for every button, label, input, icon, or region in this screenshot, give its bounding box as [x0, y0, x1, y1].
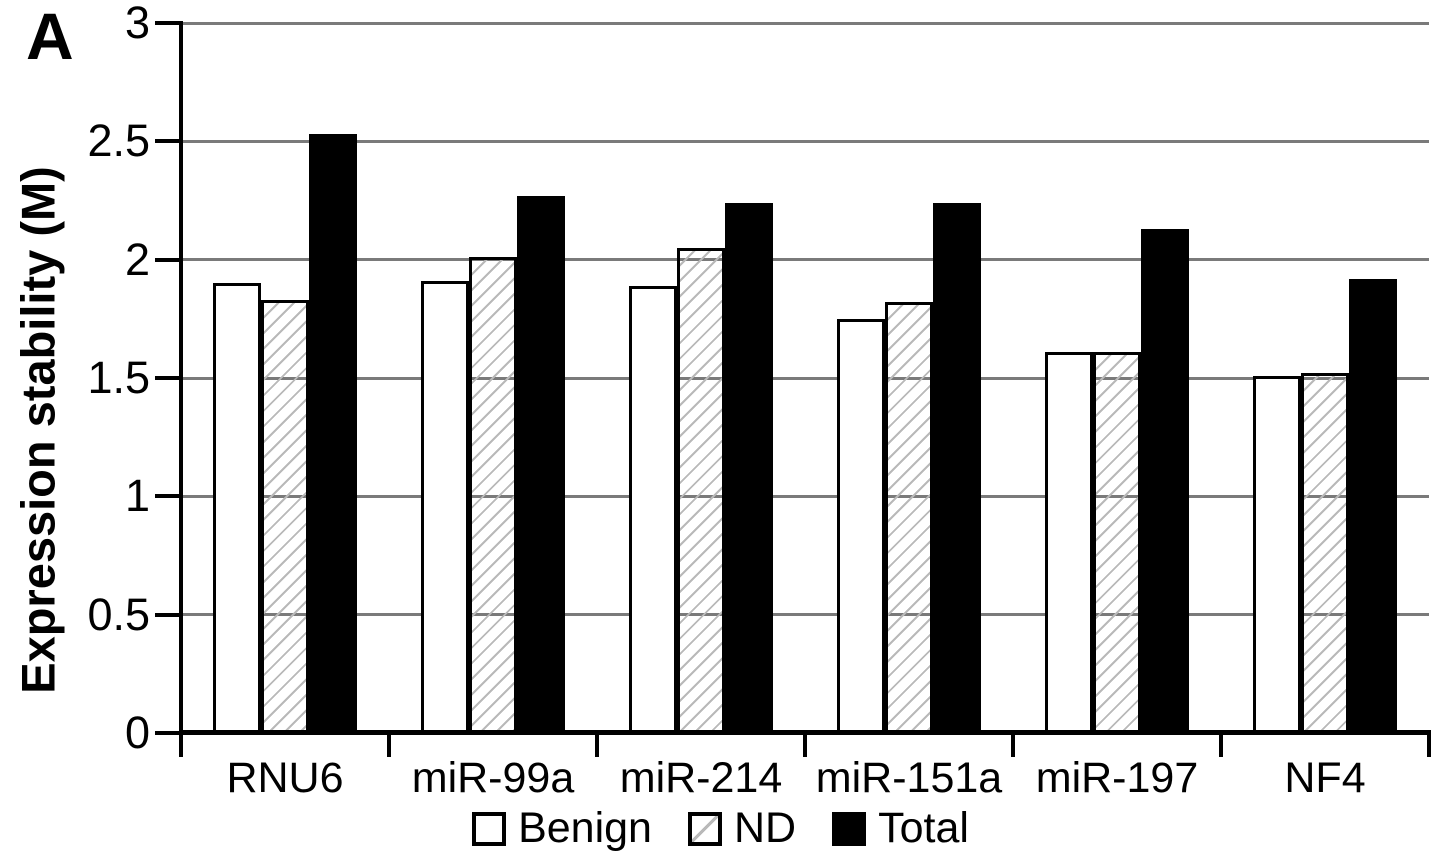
- bar-benign-mir-197: [1045, 352, 1093, 733]
- gridline-1.5: [181, 376, 1429, 380]
- bar-nd-mir-214: [677, 248, 725, 733]
- gridline-3: [181, 21, 1429, 25]
- y-tick-label-0: 0: [124, 707, 150, 758]
- y-tick-3: [155, 21, 181, 25]
- x-axis-label-mir-99a: miR-99a: [411, 754, 575, 802]
- y-tick-0: [155, 731, 181, 735]
- gridline-1: [181, 494, 1429, 498]
- bar-nd-mir-151a: [885, 302, 933, 733]
- legend-swatch-total-icon: [832, 811, 867, 846]
- x-tick-2: [595, 735, 599, 757]
- y-tick-label-2.5: 2.5: [87, 115, 150, 167]
- x-axis-label-rnu6: RNU6: [226, 754, 344, 802]
- gridline-2: [181, 258, 1429, 262]
- bar-total-nf4: [1349, 279, 1397, 733]
- bar-nd-rnu6: [261, 300, 309, 733]
- x-tick-1: [387, 735, 391, 757]
- panel-label: A: [26, 0, 74, 73]
- y-tick-0.5: [155, 612, 181, 617]
- legend-label-total: Total: [878, 804, 969, 852]
- y-axis-line: [179, 21, 183, 757]
- y-tick-label-3: 3: [124, 0, 150, 48]
- gridline-0.5: [181, 613, 1429, 617]
- legend: Benign ND Total: [0, 804, 1441, 853]
- bar-total-mir-214: [725, 203, 773, 733]
- y-tick-label-2: 2: [124, 233, 150, 285]
- y-tick-1: [155, 494, 181, 499]
- bar-total-mir-197: [1141, 229, 1189, 733]
- y-tick-label-1: 1: [124, 470, 150, 522]
- x-tick-6: [1427, 735, 1431, 757]
- x-axis-label-mir-214: miR-214: [619, 754, 783, 802]
- bar-benign-nf4: [1253, 376, 1301, 733]
- x-axis-line: [179, 730, 1431, 735]
- y-tick-label-0.5: 0.5: [87, 588, 150, 640]
- bar-nd-mir-197: [1093, 352, 1141, 733]
- x-tick-5: [1219, 735, 1223, 757]
- legend-label-benign: Benign: [518, 804, 652, 852]
- y-tick-2.5: [155, 139, 181, 144]
- legend-label-nd: ND: [733, 804, 797, 852]
- legend-item-nd: ND: [687, 804, 797, 853]
- x-tick-0: [179, 735, 183, 757]
- bar-total-rnu6: [309, 134, 357, 733]
- x-axis-label-nf4: NF4: [1284, 754, 1366, 802]
- legend-item-total: Total: [832, 804, 969, 853]
- legend-swatch-benign-icon: [472, 811, 507, 846]
- bar-total-mir-99a: [517, 196, 565, 733]
- x-axis-label-mir-151a: miR-151a: [815, 754, 1003, 802]
- bar-nd-nf4: [1301, 373, 1349, 733]
- bar-nd-mir-99a: [469, 257, 517, 733]
- legend-item-benign: Benign: [472, 804, 652, 853]
- x-tick-3: [803, 735, 807, 757]
- y-tick-1.5: [155, 376, 181, 380]
- y-tick-2: [155, 257, 181, 262]
- bar-benign-mir-214: [629, 286, 677, 733]
- legend-swatch-nd-icon: [687, 811, 722, 846]
- x-axis-label-mir-197: miR-197: [1035, 754, 1199, 802]
- x-tick-4: [1011, 735, 1015, 757]
- bar-benign-rnu6: [213, 283, 261, 733]
- gridline-2.5: [181, 139, 1429, 143]
- bar-total-mir-151a: [933, 203, 981, 733]
- bar-benign-mir-99a: [421, 281, 469, 733]
- y-tick-label-1.5: 1.5: [87, 352, 150, 403]
- bar-benign-mir-151a: [837, 319, 885, 733]
